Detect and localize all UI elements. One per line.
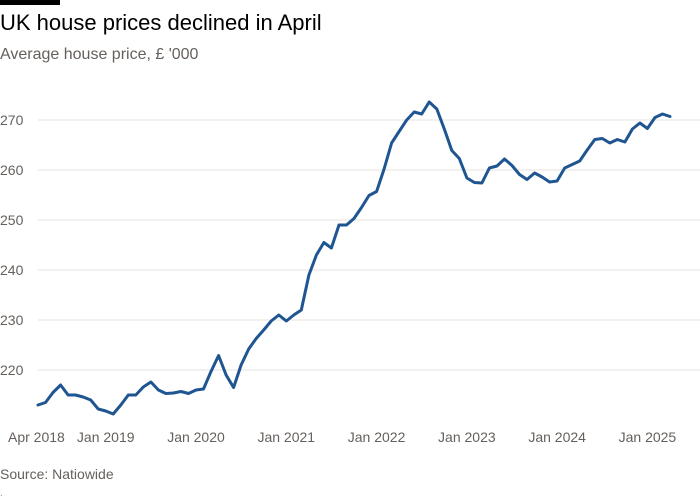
y-tick-label: 220 xyxy=(0,362,24,378)
house-price-line xyxy=(36,100,672,416)
brand-bar xyxy=(0,0,60,5)
chart-subtitle: Average house price, £ '000 xyxy=(0,46,199,63)
y-tick-label: 260 xyxy=(0,162,24,178)
footer-dot: . xyxy=(0,488,3,499)
x-tick-label: Jan 2024 xyxy=(528,429,586,445)
line-chart: 220 230 240 250 260 270 Apr 2018 Jan 2019 Jan 20… xyxy=(0,100,700,445)
x-tick-label: Jan 2019 xyxy=(77,429,135,445)
x-tick-label: Jan 2022 xyxy=(348,429,406,445)
x-tick-label: Jan 2021 xyxy=(257,429,315,445)
x-tick-label: Jan 2020 xyxy=(167,429,225,445)
y-tick-label: 250 xyxy=(0,212,24,228)
x-tick-label: Jan 2023 xyxy=(438,429,496,445)
y-tick-label: 270 xyxy=(0,112,24,128)
source-note: Source: Natiowide xyxy=(0,466,114,482)
y-tick-label: 230 xyxy=(0,312,24,328)
x-tick-label: Jan 2025 xyxy=(619,429,677,445)
chart-title: UK house prices declined in April xyxy=(0,10,322,35)
x-tick-label: Apr 2018 xyxy=(8,429,65,445)
y-tick-label: 240 xyxy=(0,262,24,278)
